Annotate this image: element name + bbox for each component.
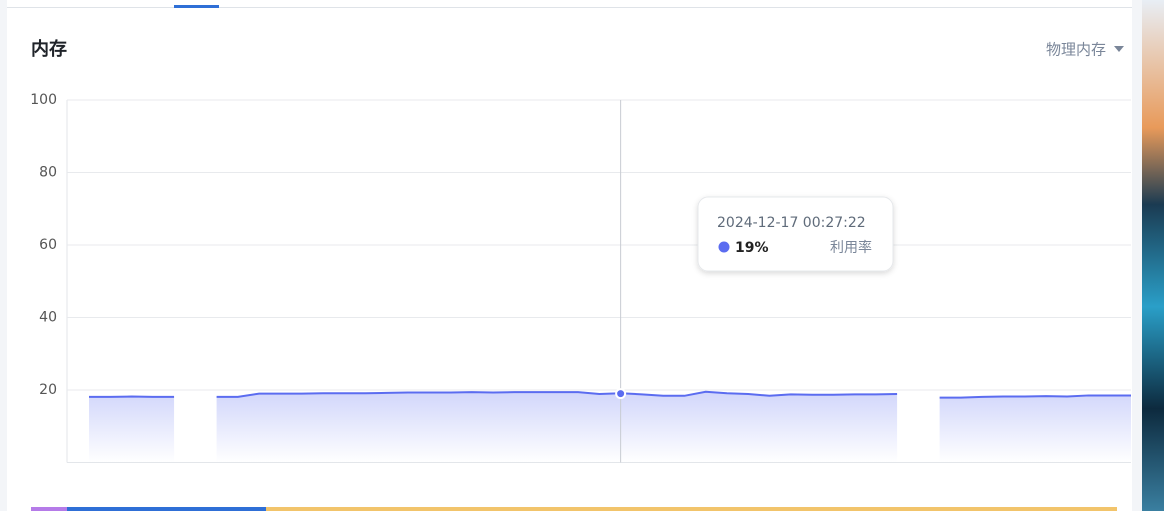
tooltip-value: 19% [735,240,769,256]
bar-segment [266,507,1117,511]
y-tick-label: 40 [39,310,57,326]
right-gutter [1132,0,1142,511]
panel-title: 内存 [31,38,67,60]
bar-segment [67,507,266,511]
tooltip-series: 利用率 [830,239,872,256]
plot: 20 40 60 80 100 2024-12-17 00:27:22 19% 利用率 [30,92,1131,463]
y-tick-label: 60 [39,237,57,253]
area [89,391,1131,463]
y-tick-label: 20 [39,382,57,398]
y-tick-label: 100 [30,92,57,108]
active-tab[interactable] [174,5,219,8]
left-edge [0,0,7,511]
right-edge [1140,0,1164,511]
memory-selector[interactable]: 物理内存 [1046,41,1106,59]
tooltip-swatch [718,241,730,253]
hover-point [615,388,627,400]
bar-segment [31,507,67,511]
tooltip: 2024-12-17 00:27:22 19% 利用率 [697,196,894,272]
tooltip-time: 2024-12-17 00:27:22 [717,215,866,231]
dropdown-caret[interactable] [1114,46,1124,52]
line [89,390,1131,399]
tooltip-box [697,196,894,272]
y-tick-label: 80 [39,165,57,181]
